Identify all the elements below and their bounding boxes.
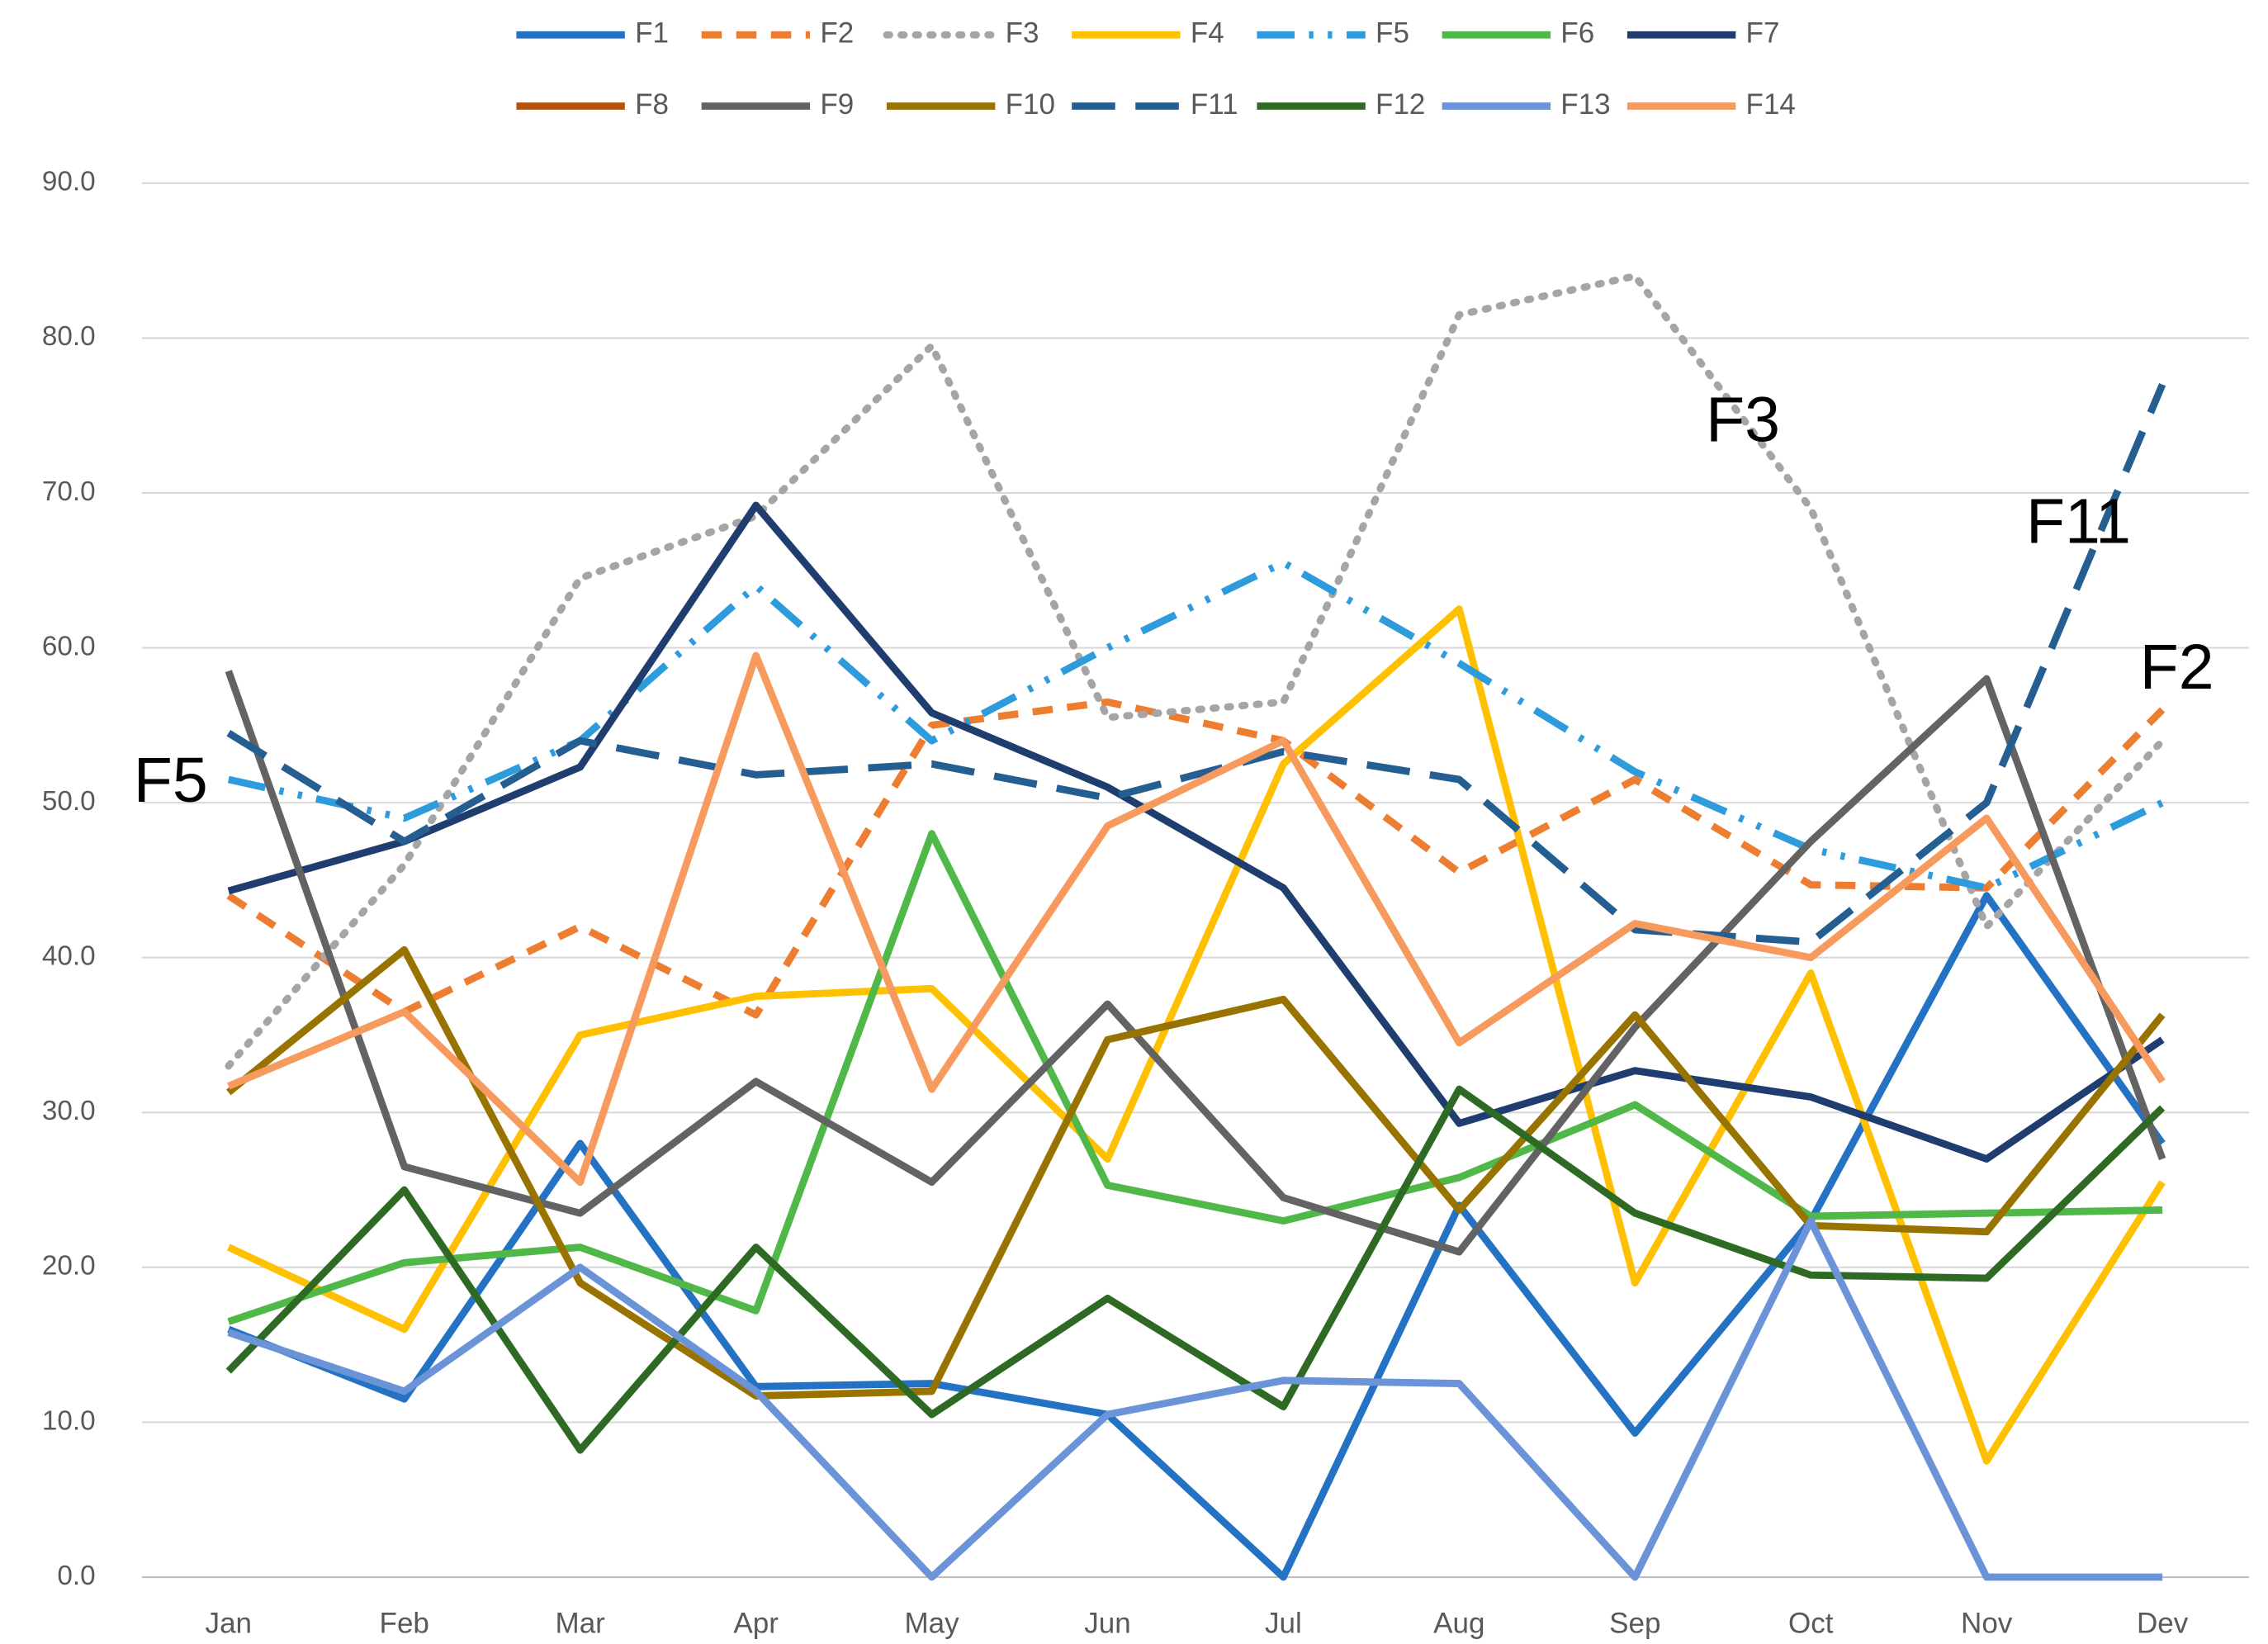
legend-label: F4 [1191, 17, 1224, 49]
legend-label: F5 [1375, 17, 1409, 49]
x-tick-label: Jan [206, 1607, 252, 1639]
y-tick-label: 0.0 [57, 1561, 95, 1591]
x-tick-label: Oct [1788, 1607, 1834, 1639]
y-tick-label: 20.0 [42, 1251, 96, 1282]
x-tick-label: May [904, 1607, 959, 1639]
series-line [227, 558, 2165, 892]
x-tick-label: Sep [1609, 1607, 1660, 1639]
legend-label: F7 [1746, 17, 1780, 49]
legend-label: F8 [635, 88, 669, 121]
y-tick-label: 90.0 [42, 167, 96, 197]
y-tick-label: 80.0 [42, 321, 96, 352]
x-tick-label: Aug [1433, 1607, 1484, 1639]
legend-label: F10 [1006, 88, 1055, 121]
x-tick-label: Jun [1084, 1607, 1130, 1639]
x-tick-label: Dev [2137, 1607, 2189, 1639]
legend-label: F14 [1746, 88, 1796, 121]
legend-label: F3 [1006, 17, 1039, 49]
x-tick-label: Nov [1961, 1607, 2013, 1639]
annotation: F11 [2026, 486, 2131, 557]
legend-label: F9 [820, 88, 854, 121]
legend-label: F6 [1560, 17, 1594, 49]
series-line [226, 605, 2166, 1465]
y-tick-label: 10.0 [42, 1405, 96, 1436]
annotation: F5 [134, 745, 208, 816]
series-line [225, 272, 2166, 1070]
y-tick-label: 60.0 [42, 631, 96, 661]
x-tick-label: Apr [733, 1607, 779, 1639]
legend-label: F12 [1375, 88, 1425, 121]
x-tick-label: Mar [556, 1607, 606, 1639]
annotation: F3 [1706, 384, 1780, 455]
annotation: F2 [2140, 632, 2214, 703]
y-tick-label: 50.0 [42, 786, 96, 817]
series-line [227, 1217, 2163, 1581]
legend-label: F11 [1191, 88, 1238, 121]
x-tick-label: Jul [1265, 1607, 1302, 1639]
y-tick-label: 70.0 [42, 476, 96, 507]
series-line [225, 670, 2166, 1256]
series-line [226, 945, 2166, 1400]
legend-label: F13 [1560, 88, 1610, 121]
series-line [227, 651, 2166, 1187]
series-line [227, 830, 2163, 1325]
legend-label: F1 [635, 17, 669, 49]
x-tick-label: Feb [380, 1607, 429, 1639]
y-tick-label: 40.0 [42, 940, 96, 971]
legend-label: F2 [820, 17, 854, 49]
series-line [227, 501, 2165, 1163]
y-tick-label: 30.0 [42, 1096, 96, 1126]
series-line [226, 698, 2166, 1019]
series-line [227, 892, 2166, 1581]
series-line [226, 382, 2166, 946]
